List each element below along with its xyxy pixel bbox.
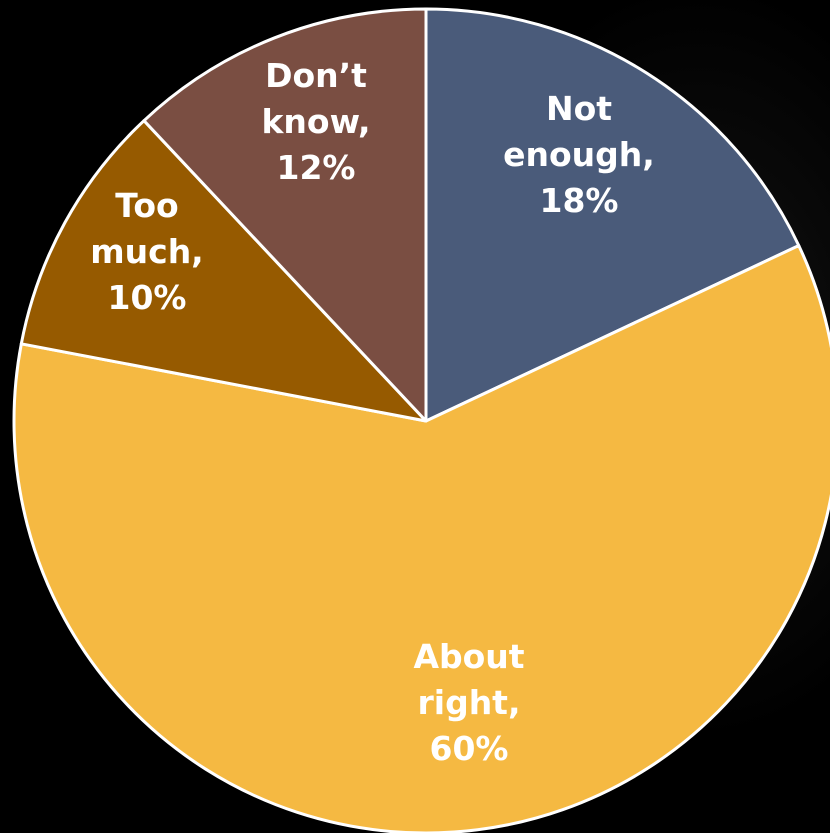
- slice-label-line: Don’t: [265, 56, 367, 95]
- pie-slice-not-enough: [424, 7, 801, 423]
- pie-labels: Not enough, 18% About right, 60% Too much, 10% Do…: [90, 56, 655, 768]
- slice-label-line: 12%: [277, 148, 356, 187]
- slice-label-about-right: About right, 60%: [413, 637, 524, 768]
- slice-label-not-enough: Not enough, 18%: [503, 89, 655, 220]
- slice-label-line: 10%: [108, 278, 187, 317]
- pie-slice-about-right: [12, 244, 830, 833]
- slice-label-line: know,: [261, 102, 370, 141]
- slice-label-line: 60%: [430, 729, 509, 768]
- slice-label-line: right,: [417, 683, 520, 722]
- slice-label-line: much,: [90, 232, 203, 271]
- slice-label-too-much: Too much, 10%: [90, 186, 203, 317]
- pie-slice-don-t-know: [142, 7, 428, 423]
- slice-label-don-t-know: Don’t know, 12%: [261, 56, 370, 187]
- pie-slice-too-much: [19, 119, 428, 423]
- slice-label-line: Too: [115, 186, 178, 225]
- slice-label-line: enough,: [503, 135, 655, 174]
- slice-label-line: 18%: [540, 181, 619, 220]
- slice-label-line: About: [413, 637, 524, 676]
- pie-slices: [12, 7, 830, 833]
- slice-label-line: Not: [546, 89, 612, 128]
